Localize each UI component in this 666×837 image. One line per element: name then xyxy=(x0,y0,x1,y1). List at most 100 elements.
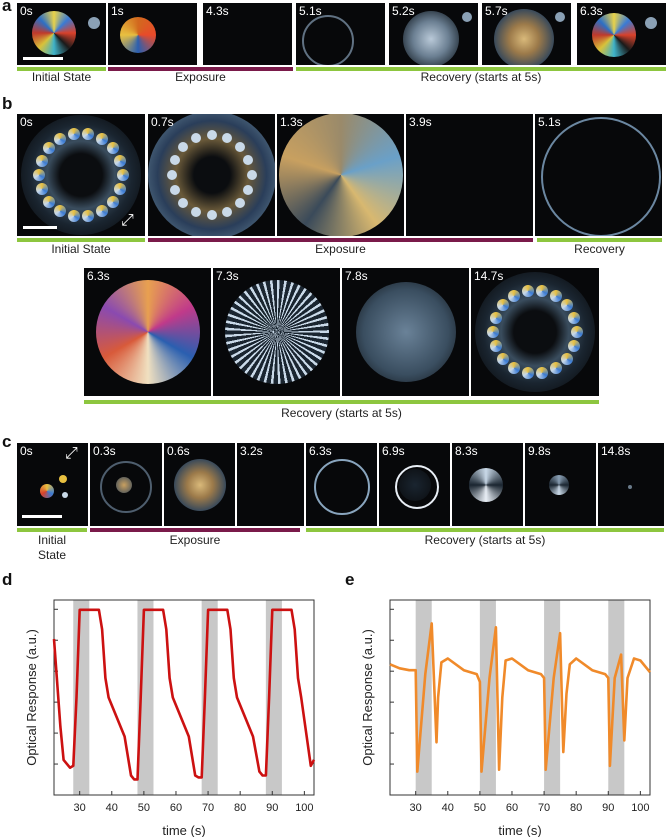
exposure-phase-label: Exposure xyxy=(169,533,221,547)
droplet xyxy=(489,340,502,353)
exposure-phase-bar xyxy=(148,238,533,242)
droplet xyxy=(224,280,329,384)
droplet xyxy=(107,195,120,208)
scale-bar xyxy=(23,226,57,229)
frame-time-label: 3.2s xyxy=(240,444,263,458)
droplet xyxy=(508,289,520,302)
frame-time-label: 14.8s xyxy=(601,444,631,458)
droplet xyxy=(169,154,180,165)
droplet xyxy=(521,367,534,380)
droplet xyxy=(35,154,48,167)
droplet xyxy=(107,142,120,154)
frame-time-label: 0.6s xyxy=(167,444,190,458)
droplet xyxy=(166,170,177,180)
frame-time-label: 14.7s xyxy=(474,269,504,283)
droplet xyxy=(399,469,431,501)
initial-phase-label: Initial State xyxy=(51,242,111,256)
droplet xyxy=(494,9,554,65)
frame-time-label: 8.3s xyxy=(455,444,478,458)
droplet xyxy=(568,340,581,353)
x-tick-label: 30 xyxy=(74,802,86,814)
droplet xyxy=(33,169,45,181)
droplet xyxy=(550,362,562,375)
scale-bar xyxy=(22,515,62,518)
droplet xyxy=(561,352,574,365)
micrograph-frame: 5.7s xyxy=(482,3,571,65)
plot-frame xyxy=(53,599,315,796)
droplet xyxy=(54,205,66,218)
polarizer-cross-icon: ⤢ xyxy=(65,445,78,462)
polarizer-cross-icon: ⤢ xyxy=(121,212,134,229)
droplet-ring xyxy=(100,461,152,513)
initial-phase-bar xyxy=(17,238,145,242)
droplet xyxy=(221,206,232,217)
panel-b-letter: b xyxy=(2,94,13,113)
frame-time-label: 0s xyxy=(20,444,33,458)
droplet xyxy=(114,154,127,167)
x-tick-label: 60 xyxy=(506,802,518,814)
recovery-phase-label: Recovery (starts at 5s) xyxy=(281,406,402,420)
droplet xyxy=(243,185,254,196)
droplet xyxy=(489,311,502,324)
frame-time-label: 7.3s xyxy=(216,269,239,283)
droplet xyxy=(645,17,657,29)
droplet xyxy=(40,484,54,498)
droplet xyxy=(571,326,583,338)
micrograph-frame: 7.3s xyxy=(213,268,340,396)
frame-time-label: 1.3s xyxy=(280,115,303,129)
micrograph-frame: 9.8s xyxy=(525,443,596,526)
frame-time-label: 6.3s xyxy=(580,4,603,18)
droplet xyxy=(550,289,562,302)
y-axis-label: Optical Response (a.u.) xyxy=(24,629,39,766)
droplet-ring xyxy=(540,117,661,236)
droplet xyxy=(42,142,55,154)
droplet xyxy=(32,11,76,55)
droplet xyxy=(117,169,129,181)
frame-time-label: 5.1s xyxy=(299,4,322,18)
recovery-phase-label: Recovery (starts at 5s) xyxy=(420,70,542,84)
initial-phase-bar xyxy=(17,528,87,532)
x-axis-label: time (s) xyxy=(162,823,205,837)
droplet xyxy=(191,206,202,217)
micrograph-frame: 6.3s xyxy=(84,268,211,396)
exposure-phase-bar xyxy=(90,528,300,532)
droplet xyxy=(246,170,257,180)
droplet xyxy=(628,485,632,489)
scale-bar xyxy=(23,57,63,60)
exposure-shade xyxy=(608,600,625,795)
exposure-phase-bar xyxy=(108,67,293,71)
droplet xyxy=(561,299,574,311)
micrograph-frame: 5.1s xyxy=(535,114,662,236)
droplet xyxy=(95,280,200,384)
micrograph-frame: 1s xyxy=(108,3,197,65)
droplet xyxy=(82,210,95,223)
droplet xyxy=(59,475,67,483)
droplet xyxy=(521,284,534,297)
micrograph-frame: 14.7s xyxy=(471,268,599,396)
droplet xyxy=(174,459,226,511)
x-tick-label: 90 xyxy=(602,802,614,814)
droplet-ring xyxy=(314,459,370,515)
droplet xyxy=(536,284,549,297)
droplet xyxy=(536,367,549,380)
droplet xyxy=(169,185,180,196)
droplet xyxy=(114,183,127,196)
exposure-phase-label: Exposure xyxy=(175,70,226,84)
droplet xyxy=(278,114,403,236)
frame-time-label: 6.3s xyxy=(309,444,332,458)
droplet xyxy=(82,127,95,140)
droplet xyxy=(549,475,569,495)
droplet xyxy=(96,132,108,145)
panel-d-letter: d xyxy=(2,570,13,589)
panel-c-letter: c xyxy=(2,432,12,451)
x-tick-label: 40 xyxy=(106,802,118,814)
plot-frame xyxy=(389,599,651,796)
micrograph-frame: 14.8s xyxy=(598,443,664,526)
droplet xyxy=(234,141,245,152)
droplet-ring xyxy=(395,465,439,509)
droplet xyxy=(462,12,472,22)
panel-d-chart: 30 40 50 60 70 80 90 100 time (s) Optical Respons… xyxy=(24,599,316,837)
droplet xyxy=(67,127,80,140)
droplet xyxy=(555,12,565,22)
x-tick-label: 60 xyxy=(170,802,182,814)
